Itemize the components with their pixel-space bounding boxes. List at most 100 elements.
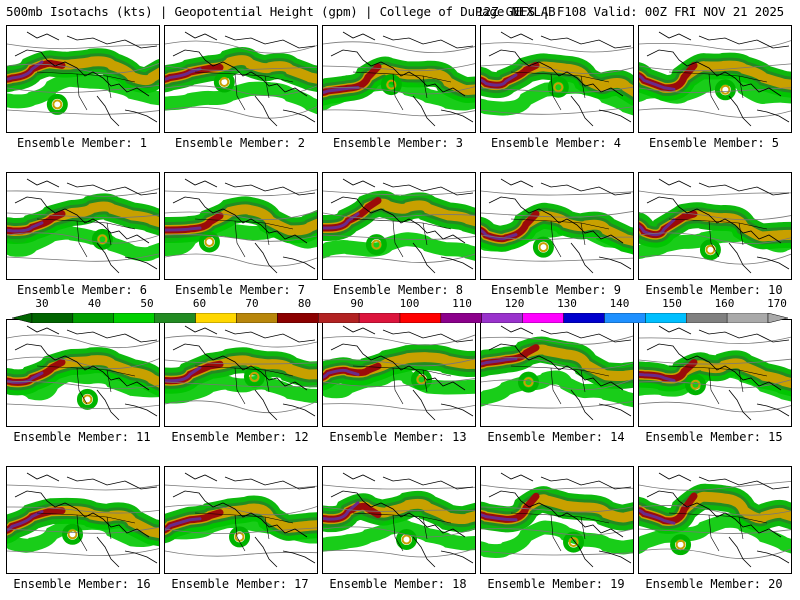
ensemble-panel: [480, 172, 634, 280]
ensemble-member-label: Ensemble Member: 5: [648, 136, 780, 150]
colorbar-segment: [236, 312, 278, 324]
header-title: 500mb Isotachs (kts) | Geopotential Heig…: [6, 4, 556, 19]
ensemble-map: [7, 467, 159, 573]
ensemble-member-label: Ensemble Member: 6: [16, 283, 148, 297]
colorbar-left-arrow: [11, 312, 33, 324]
ensemble-panel: [6, 319, 160, 427]
colorbar-tick-label: 140: [609, 297, 630, 310]
ensemble-panel: [322, 319, 476, 427]
ensemble-panel: [638, 466, 792, 574]
colorbar-tick-label: 110: [452, 297, 472, 310]
ensemble-panel: [480, 25, 634, 133]
colorbar-tick-label: 120: [504, 297, 525, 310]
ensemble-map: [7, 26, 159, 132]
ensemble-panel: [322, 466, 476, 574]
colorbar-segment: [686, 312, 728, 324]
ensemble-member-label: Ensemble Member: 11: [13, 430, 151, 444]
ensemble-member-label: Ensemble Member: 18: [329, 577, 467, 591]
colorbar-tick-label: 80: [297, 297, 312, 310]
ensemble-map: [323, 26, 475, 132]
colorbar-segment: [645, 312, 687, 324]
ensemble-map: [481, 26, 633, 132]
ensemble-member-label: Ensemble Member: 3: [332, 136, 464, 150]
ensemble-map: [165, 467, 317, 573]
ensemble-panel: [322, 25, 476, 133]
ensemble-map: [165, 173, 317, 279]
header-valid-time: 12Z GEFS | F108 Valid: 00Z FRI NOV 21 20…: [476, 4, 784, 19]
chart-header: 500mb Isotachs (kts) | Geopotential Heig…: [6, 4, 796, 22]
ensemble-panel: [164, 25, 318, 133]
ensemble-map: [7, 320, 159, 426]
ensemble-panel: [638, 319, 792, 427]
ensemble-panel: [638, 172, 792, 280]
colorbar-right-arrow: [767, 312, 789, 324]
ensemble-member-label: Ensemble Member: 8: [332, 283, 464, 297]
colorbar-segment: [113, 312, 155, 324]
colorbar-segment: [358, 312, 401, 324]
ensemble-panel: [6, 25, 160, 133]
ensemble-panel: [6, 172, 160, 280]
ensemble-panel: [480, 319, 634, 427]
ensemble-map: [481, 173, 633, 279]
ensemble-member-label: Ensemble Member: 1: [16, 136, 148, 150]
ensemble-member-label: Ensemble Member: 20: [645, 577, 783, 591]
colorbar-tick-label: 50: [140, 297, 154, 310]
colorbar-tick-label: 70: [245, 297, 259, 310]
colorbar-segment: [604, 312, 646, 324]
ensemble-panel: [480, 466, 634, 574]
colorbar-tick-label: 170: [767, 297, 787, 310]
ensemble-member-label: Ensemble Member: 7: [174, 283, 306, 297]
ensemble-member-label: Ensemble Member: 2: [174, 136, 306, 150]
ensemble-member-label: Ensemble Member: 16: [13, 577, 151, 591]
colorbar-segment: [563, 312, 605, 324]
colorbar-segment: [72, 312, 114, 324]
ensemble-member-label: Ensemble Member: 9: [490, 283, 622, 297]
colorbar-segment: [522, 312, 564, 324]
ensemble-panel: [164, 319, 318, 427]
colorbar-segment: [481, 312, 523, 324]
colorbar-segment: [31, 312, 74, 324]
ensemble-map: [639, 26, 791, 132]
ensemble-panel: [164, 172, 318, 280]
ensemble-map: [323, 467, 475, 573]
colorbar-graphic: [11, 312, 789, 324]
ensemble-map: [639, 320, 791, 426]
colorbar-segment: [318, 312, 360, 324]
isotach-colorbar: [11, 308, 789, 324]
ensemble-map: [165, 26, 317, 132]
colorbar-tick-label: 160: [714, 297, 735, 310]
ensemble-panel: [164, 466, 318, 574]
ensemble-map: [481, 467, 633, 573]
colorbar-tick-label: 40: [87, 297, 102, 310]
ensemble-member-label: Ensemble Member: 17: [171, 577, 309, 591]
ensemble-member-label: Ensemble Member: 12: [171, 430, 309, 444]
colorbar-segment: [440, 312, 482, 324]
ensemble-panel: [322, 172, 476, 280]
ensemble-map: [7, 173, 159, 279]
colorbar-segment: [154, 312, 196, 324]
colorbar-tick-label: 100: [399, 297, 420, 310]
ensemble-member-label: Ensemble Member: 4: [490, 136, 622, 150]
ensemble-map: [165, 320, 317, 426]
ensemble-panel: [6, 466, 160, 574]
ensemble-member-label: Ensemble Member: 13: [329, 430, 467, 444]
colorbar-tick-label: 30: [35, 297, 49, 310]
colorbar-segment: [726, 312, 769, 324]
ensemble-member-label: Ensemble Member: 14: [487, 430, 625, 444]
colorbar-tick-label: 60: [192, 297, 207, 310]
colorbar-tick-label: 130: [557, 297, 577, 310]
ensemble-panel: [638, 25, 792, 133]
ensemble-member-label: Ensemble Member: 15: [645, 430, 783, 444]
colorbar-segment: [195, 312, 237, 324]
ensemble-member-label: Ensemble Member: 10: [645, 283, 783, 297]
colorbar-tick-label: 150: [662, 297, 682, 310]
colorbar-tick-label: 90: [350, 297, 364, 310]
ensemble-map: [323, 320, 475, 426]
ensemble-member-label: Ensemble Member: 19: [487, 577, 625, 591]
colorbar-segment: [277, 312, 319, 324]
ensemble-map: [639, 467, 791, 573]
ensemble-map: [481, 320, 633, 426]
ensemble-map: [639, 173, 791, 279]
colorbar-segment: [399, 312, 442, 324]
ensemble-map: [323, 173, 475, 279]
